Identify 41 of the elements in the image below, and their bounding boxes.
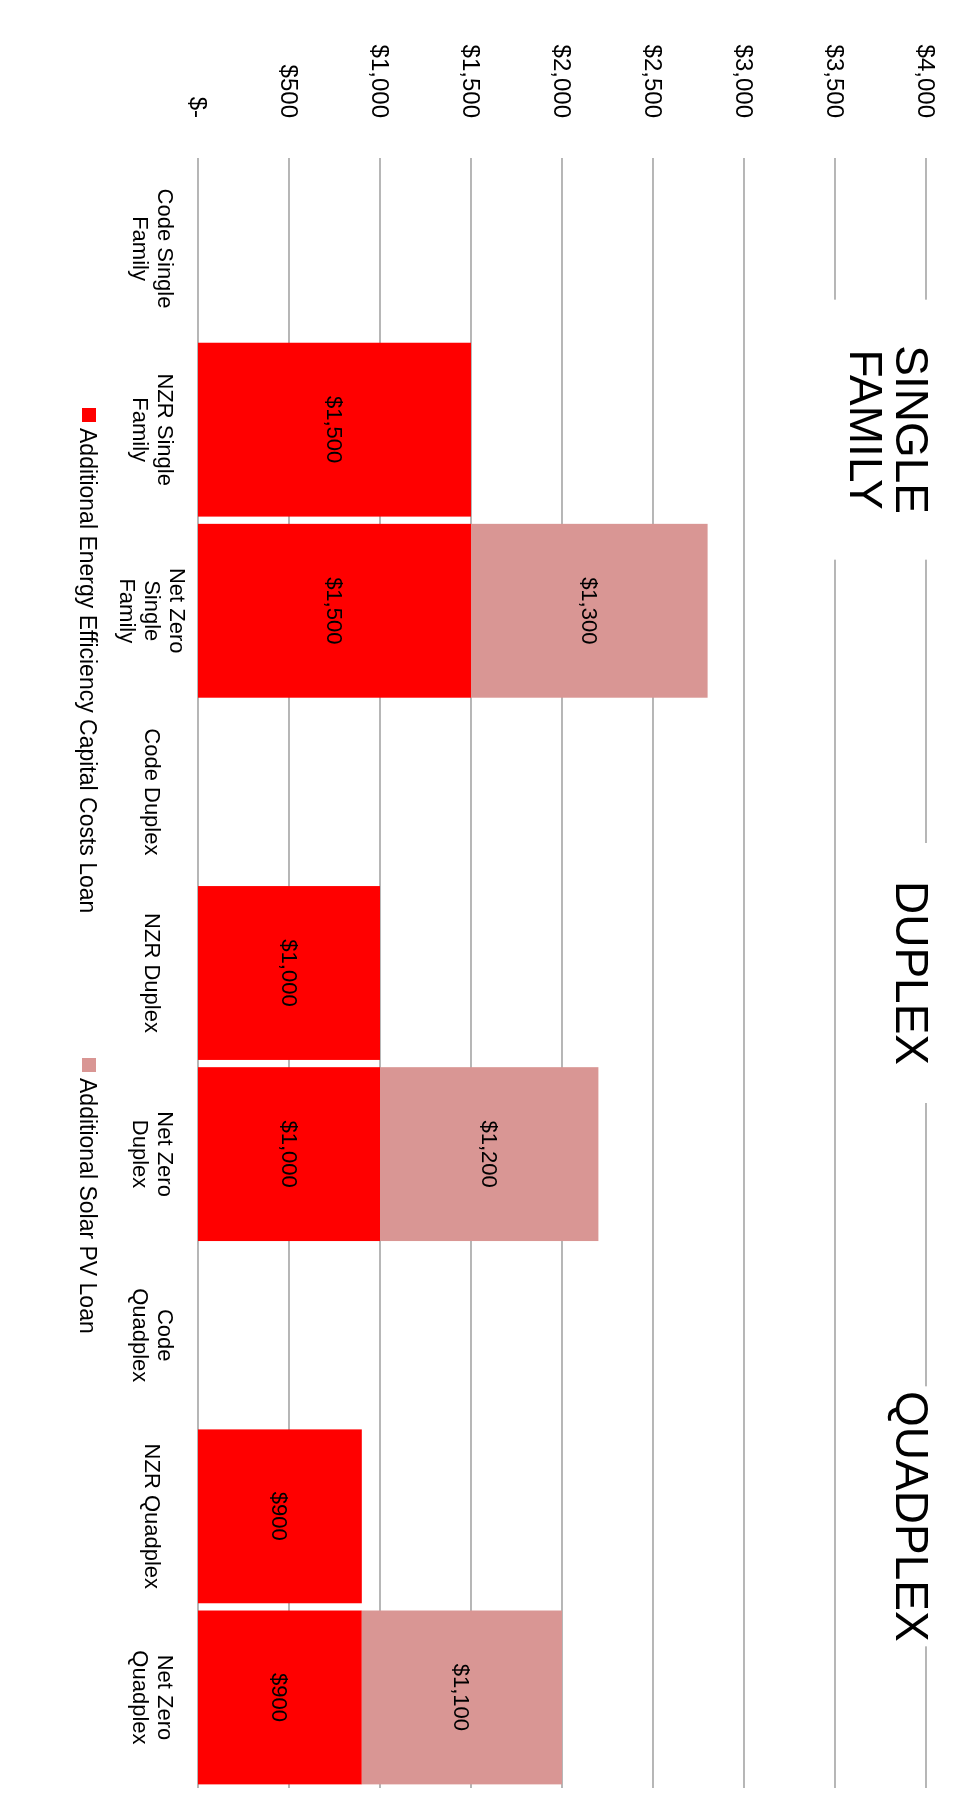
x-tick-label: $- bbox=[184, 96, 212, 118]
bar bbox=[198, 342, 471, 517]
annotation: SINGLE FAMILY bbox=[840, 345, 938, 515]
annotation: QUADPLEX bbox=[886, 1391, 938, 1642]
data-label: $1,500 bbox=[322, 577, 347, 645]
annotation: DUPLEX bbox=[886, 880, 938, 1066]
bar bbox=[198, 523, 471, 698]
y-tick-label: Net Zero Quadplex bbox=[127, 1650, 178, 1745]
data-label: $900 bbox=[267, 1491, 293, 1541]
x-tick-label: $500 bbox=[275, 64, 303, 118]
x-tick-label: $1,500 bbox=[457, 44, 485, 118]
bar bbox=[471, 523, 708, 698]
x-tick-label: $2,500 bbox=[639, 44, 667, 118]
x-tick-label: $2,000 bbox=[548, 44, 576, 118]
bar bbox=[380, 1067, 599, 1242]
data-label: $1,000 bbox=[276, 1120, 302, 1188]
y-tick-label: NZR Single Family bbox=[127, 373, 178, 486]
x-tick-label: $4,000 bbox=[912, 44, 940, 118]
data-label: $1,300 bbox=[576, 577, 602, 645]
x-tick-label: $1,000 bbox=[366, 44, 394, 118]
data-label: $1,500 bbox=[322, 396, 347, 464]
data-label: $1,100 bbox=[449, 1663, 475, 1732]
bar bbox=[198, 1067, 380, 1242]
legend-label: Additional Solar PV Loan bbox=[75, 1078, 101, 1334]
bar bbox=[198, 886, 380, 1060]
y-tick-label: NZR Quadplex bbox=[140, 1443, 165, 1590]
bar bbox=[361, 1610, 562, 1785]
data-label: $1,000 bbox=[276, 939, 302, 1007]
y-tick-label: Code Single Family bbox=[127, 188, 178, 309]
x-tick-label: $3,000 bbox=[730, 44, 758, 118]
legend-label: Additional Energy Efficiency Capital Costs Loan bbox=[75, 428, 101, 914]
y-tick-label: Code Duplex bbox=[140, 728, 165, 856]
bar bbox=[198, 1429, 362, 1604]
x-tick-label: $3,500 bbox=[821, 44, 849, 118]
bar bbox=[198, 1610, 362, 1785]
data-label: $900 bbox=[267, 1672, 293, 1722]
y-tick-label: Net Zero Single Family bbox=[115, 567, 190, 654]
data-label: $1,200 bbox=[476, 1120, 502, 1188]
y-tick-label: Code Quadplex bbox=[127, 1288, 178, 1383]
y-tick-label: NZR Duplex bbox=[140, 913, 165, 1033]
y-tick-label: Net Zero Duplex bbox=[127, 1111, 178, 1197]
